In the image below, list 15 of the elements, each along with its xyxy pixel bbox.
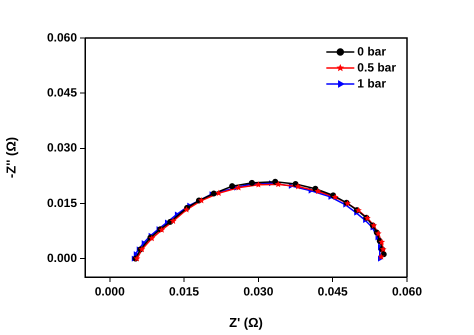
legend-label: 1 bar xyxy=(357,76,386,90)
y-tick-label: 0.000 xyxy=(46,250,78,265)
y-tick-label: 0.030 xyxy=(46,140,78,155)
legend-label: 0 bar xyxy=(357,44,386,58)
y-axis-title: -Z'' (Ω) xyxy=(3,136,18,178)
x-tick-label: 0.030 xyxy=(243,284,274,299)
y-tick-label: 0.060 xyxy=(46,30,78,44)
legend-label: 0.5 bar xyxy=(357,60,396,74)
y-tick-label: 0.045 xyxy=(46,85,78,100)
x-tick-label: 0.045 xyxy=(318,284,348,299)
x-tick-label: 0.015 xyxy=(169,284,200,299)
x-tick-label: 0.060 xyxy=(392,284,422,299)
y-tick-label: 0.015 xyxy=(46,196,78,210)
x-tick-label: 0.000 xyxy=(94,284,126,299)
x-axis-title: Z' (Ω) xyxy=(229,314,263,330)
